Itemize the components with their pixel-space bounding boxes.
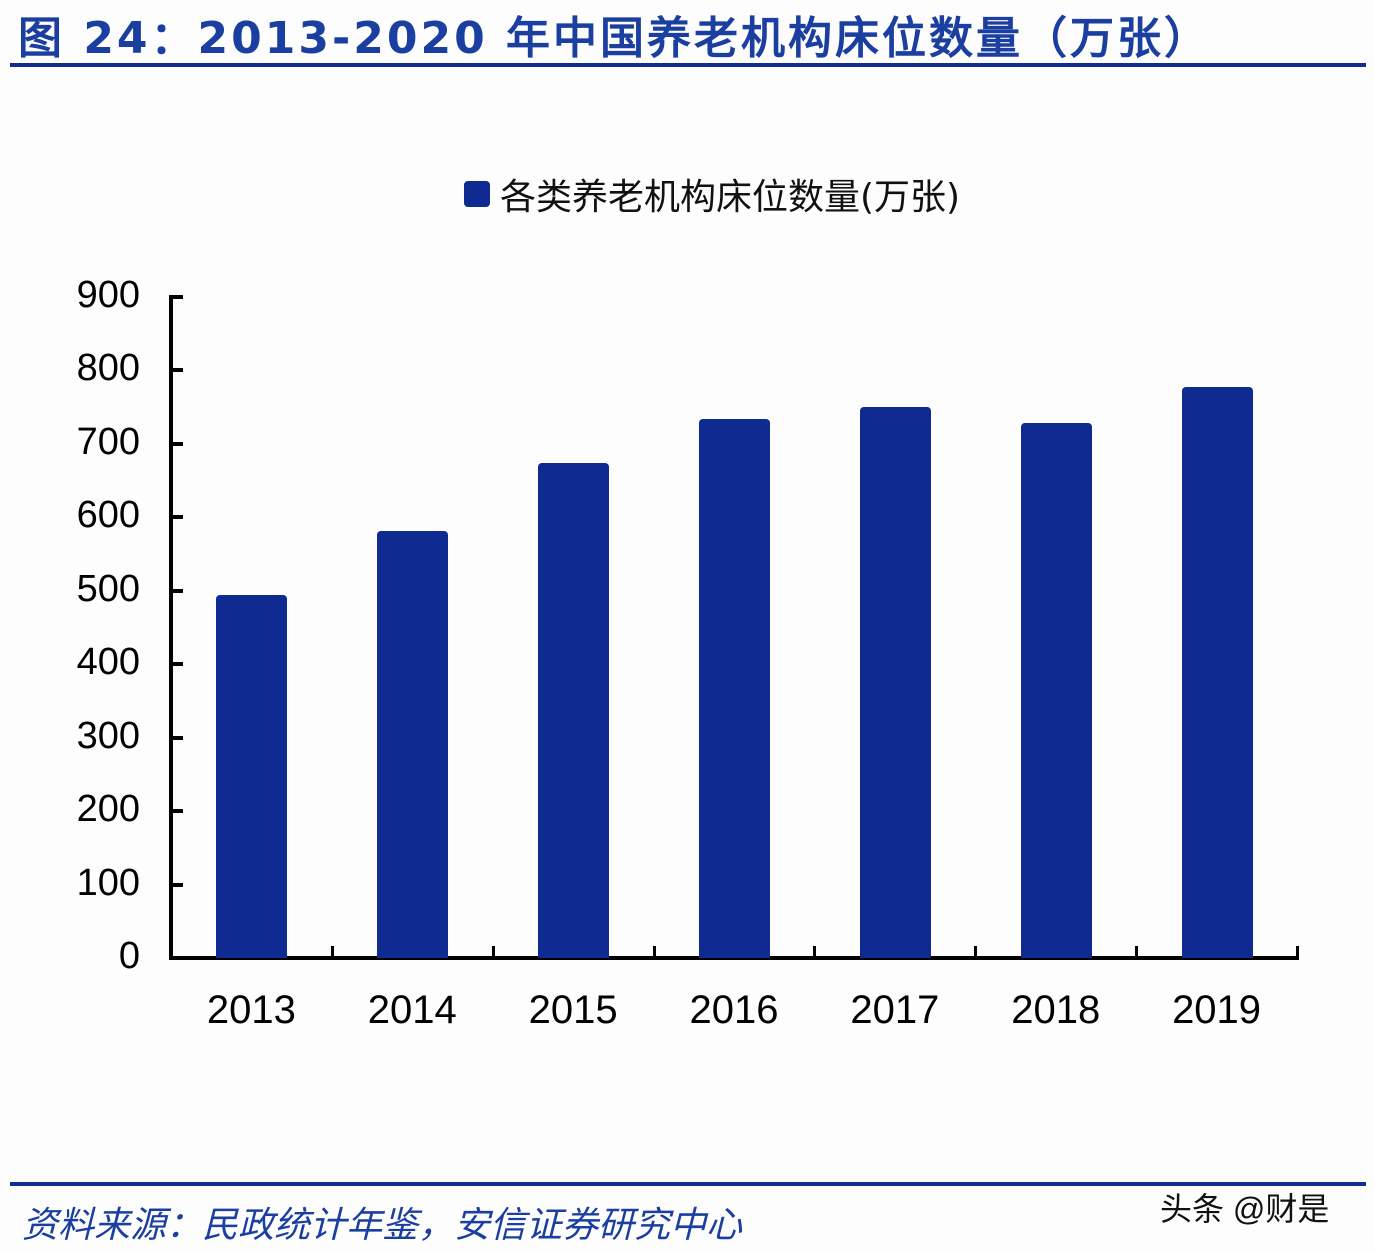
source-rule [10, 1182, 1366, 1186]
y-tick [169, 956, 183, 960]
x-tick [491, 946, 495, 958]
y-tick-label: 700 [76, 420, 140, 463]
plot-area: 0 100 200 300 400 500 600 700 800 900 2013 2014 2015… [76, 274, 1299, 1032]
x-tick-label: 2018 [1011, 988, 1101, 1032]
y-tick-label: 600 [76, 494, 140, 537]
source-note: 资料来源：民政统计年鉴，安信证券研究中心 [22, 1205, 743, 1246]
x-tick [813, 946, 817, 958]
bar-2018 [1020, 423, 1092, 958]
x-tick [652, 946, 656, 958]
x-tick [1296, 946, 1299, 958]
y-tick [169, 588, 183, 593]
x-axis [169, 956, 1299, 960]
y-tick [169, 882, 183, 887]
title-rule [10, 63, 1366, 67]
x-tick [1135, 946, 1139, 958]
x-tick [330, 946, 334, 958]
y-tick [169, 515, 183, 520]
y-tick-label: 900 [76, 274, 140, 316]
legend: 各类养老机构床位数量(万张) [464, 168, 960, 220]
y-axis [169, 295, 173, 960]
y-tick-label: 300 [76, 714, 140, 757]
x-tick-label: 2013 [206, 988, 296, 1032]
y-tick-label: 0 [118, 935, 140, 977]
bar-2019 [1181, 387, 1253, 958]
x-tick-label: 2014 [367, 988, 457, 1032]
bar-2014 [377, 531, 449, 958]
x-tick-label: 2015 [528, 988, 618, 1032]
y-tick-label: 400 [76, 641, 140, 684]
y-tick [169, 662, 183, 667]
y-tick-label: 800 [76, 347, 140, 390]
y-tick-label: 100 [76, 861, 140, 904]
bar-2015 [538, 462, 610, 958]
chart-title: 图 24：2013-2020 年中国养老机构床位数量（万张） [18, 13, 1212, 64]
x-tick-label: 2016 [689, 988, 779, 1032]
y-tick-label: 200 [76, 788, 140, 831]
y-tick [169, 809, 183, 814]
y-tick [169, 368, 183, 373]
watermark: 头条 @财是 [1160, 1191, 1330, 1227]
bar-2013 [216, 595, 288, 958]
legend-label: 各类养老机构床位数量(万张) [500, 177, 961, 218]
y-tick-label: 500 [76, 567, 140, 610]
legend-swatch-icon [464, 181, 490, 207]
x-tick [974, 946, 978, 958]
x-tick-label: 2019 [1172, 988, 1262, 1032]
bar-2016 [699, 418, 770, 958]
x-tick-label: 2017 [850, 988, 940, 1032]
y-tick [169, 735, 183, 740]
y-tick [169, 295, 183, 299]
bar-2017 [859, 407, 931, 958]
y-tick [169, 441, 183, 446]
